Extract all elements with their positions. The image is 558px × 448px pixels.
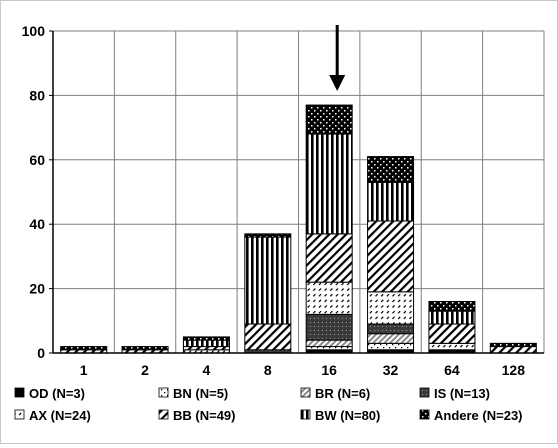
legend-swatch: [158, 387, 169, 398]
y-tick-label: 100: [22, 23, 46, 39]
bar-segment: [367, 342, 415, 351]
legend-label: BR (N=6): [315, 386, 370, 401]
bar-segment: [182, 336, 230, 341]
bar-segment: [305, 339, 353, 348]
legend-swatch: [158, 409, 169, 420]
bar-segment: [367, 156, 415, 183]
legend-swatch: [14, 409, 25, 420]
bar-segment: [489, 342, 537, 348]
bar-segment: [305, 313, 353, 341]
y-tick-label: 0: [37, 345, 45, 361]
arrow-head: [329, 75, 346, 91]
y-tick-label: 60: [29, 152, 45, 168]
x-tick-label: 8: [264, 362, 272, 378]
bar-segment: [305, 133, 353, 235]
bar-segment: [305, 233, 353, 283]
legend: OD (N=3) BN (N=5) BR (N=6) IS (N=13) AX (N=2…: [14, 386, 523, 423]
legend-swatch: [419, 387, 430, 398]
bar-segment: [367, 323, 415, 335]
legend-swatch: [14, 387, 25, 398]
legend-swatch: [300, 387, 311, 398]
bar-segment: [305, 281, 353, 315]
legend-swatch: [419, 409, 430, 420]
x-tick-label: 4: [203, 362, 211, 378]
bar-segment: [244, 233, 292, 238]
grid-lines: [53, 30, 545, 353]
bar-segment: [367, 291, 415, 325]
legend-label: BN (N=5): [173, 386, 228, 401]
legend-swatch: [300, 409, 311, 420]
y-tick-label: 20: [29, 281, 45, 297]
bar-segment: [367, 333, 415, 344]
legend-label: AX (N=24): [29, 408, 91, 423]
x-tick-label: 32: [383, 362, 399, 378]
y-tick-label: 40: [29, 216, 45, 232]
bar-segment: [305, 104, 353, 135]
bar-segment: [182, 339, 230, 348]
bar-segment: [489, 346, 537, 354]
x-tick-label: 2: [141, 362, 149, 378]
x-tick-label: 64: [444, 362, 460, 378]
legend-label: IS (N=13): [434, 386, 490, 401]
bar-segment: [244, 236, 292, 325]
annotation: [329, 25, 346, 91]
bar-segment: [244, 323, 292, 351]
legend-label: OD (N=3): [29, 386, 85, 401]
bar-segment: [428, 342, 476, 351]
axes: 0 20 40 60 80 100 1 2 4 8 16 32 64 128: [22, 23, 544, 378]
x-tick-label: 16: [321, 362, 337, 378]
bars: [60, 104, 537, 354]
x-tick-label: 1: [80, 362, 88, 378]
legend-label: BB (N=49): [173, 408, 236, 423]
bar-segment: [60, 346, 108, 351]
bar-segment: [428, 310, 476, 325]
y-tick-label: 80: [29, 87, 45, 103]
bar-segment: [428, 300, 476, 312]
legend-label: Andere (N=23): [434, 408, 523, 423]
bar-segment: [121, 346, 169, 351]
bar-segment: [367, 181, 415, 222]
x-tick-label: 128: [502, 362, 526, 378]
bar-segment: [367, 220, 415, 293]
bar-segment: [428, 323, 476, 344]
legend-label: BW (N=80): [315, 408, 380, 423]
